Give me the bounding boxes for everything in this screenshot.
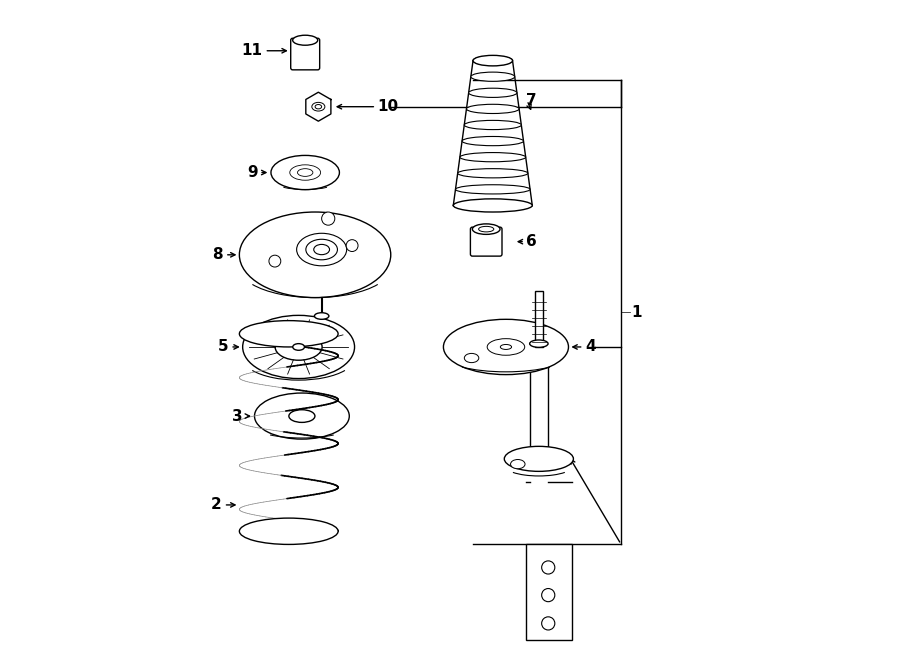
Ellipse shape [298,169,313,176]
Circle shape [321,212,335,225]
Ellipse shape [466,104,519,114]
Ellipse shape [454,199,532,212]
Ellipse shape [529,340,548,347]
Text: 3: 3 [232,408,243,424]
Ellipse shape [255,393,349,439]
Circle shape [269,255,281,267]
Ellipse shape [469,88,517,97]
Ellipse shape [290,165,320,180]
Ellipse shape [289,410,315,422]
Ellipse shape [462,136,524,145]
FancyBboxPatch shape [471,227,502,256]
Ellipse shape [311,102,325,111]
Ellipse shape [510,459,525,469]
Text: 5: 5 [218,340,229,354]
Polygon shape [306,93,331,121]
Text: 9: 9 [248,165,257,180]
Ellipse shape [292,35,318,45]
Text: 6: 6 [526,234,537,249]
Ellipse shape [314,313,328,319]
Ellipse shape [306,239,338,260]
Ellipse shape [454,201,532,210]
Text: 4: 4 [585,340,596,354]
Ellipse shape [292,344,304,350]
Circle shape [542,588,554,602]
Ellipse shape [500,344,511,350]
Ellipse shape [473,56,512,66]
Ellipse shape [455,184,530,194]
Circle shape [542,561,554,574]
Ellipse shape [464,354,479,363]
Ellipse shape [239,212,391,297]
Polygon shape [526,545,572,640]
Ellipse shape [479,226,494,232]
Circle shape [346,240,358,252]
Text: 11: 11 [241,43,263,58]
FancyBboxPatch shape [535,291,543,347]
Ellipse shape [315,104,321,109]
Ellipse shape [504,446,573,471]
Ellipse shape [460,153,526,162]
Text: 10: 10 [378,99,399,114]
Ellipse shape [239,518,338,545]
Ellipse shape [471,72,515,81]
Text: 2: 2 [211,498,221,512]
FancyBboxPatch shape [291,38,319,70]
Ellipse shape [464,120,521,130]
FancyBboxPatch shape [529,344,548,462]
Ellipse shape [458,169,528,178]
Ellipse shape [444,319,569,375]
Ellipse shape [314,245,329,254]
Text: 1: 1 [631,305,642,320]
Ellipse shape [271,155,339,190]
Ellipse shape [472,224,500,235]
Text: 7: 7 [526,93,536,108]
Ellipse shape [275,334,322,360]
Ellipse shape [297,233,346,266]
Ellipse shape [239,321,338,347]
Ellipse shape [487,338,525,355]
Ellipse shape [473,56,512,65]
Circle shape [542,617,554,630]
Text: 8: 8 [212,247,223,262]
Ellipse shape [243,315,355,379]
